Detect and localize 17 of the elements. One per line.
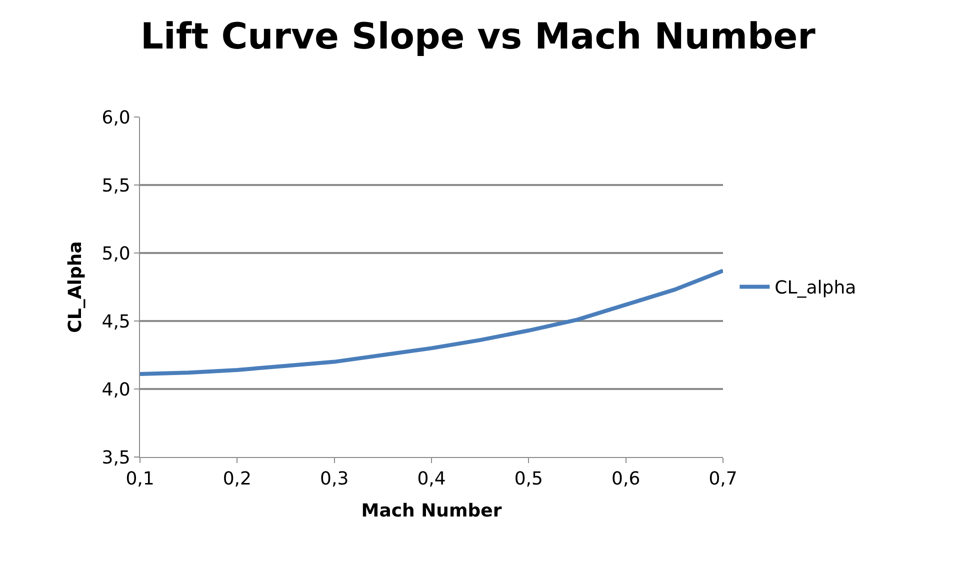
y-tick-label: 6,0 xyxy=(102,107,130,128)
legend-label: CL_alpha xyxy=(774,278,856,299)
x-tick-label: 0,1 xyxy=(126,468,154,490)
x-tick-label: 0,2 xyxy=(222,468,252,490)
x-tick-label: 0,7 xyxy=(708,468,738,490)
chart-title: Lift Curve Slope vs Mach Number xyxy=(140,16,816,58)
y-tick-label: 5,0 xyxy=(102,243,130,264)
x-tick-label: 0,6 xyxy=(612,468,640,490)
y-tick-label: 3,5 xyxy=(102,447,130,468)
x-tick-label: 0,4 xyxy=(417,468,446,490)
y-tick-label: 4,5 xyxy=(102,311,130,332)
x-tick-label: 0,5 xyxy=(514,468,543,490)
y-tick-label: 5,5 xyxy=(102,175,130,196)
y-tick-label: 4,0 xyxy=(102,379,130,400)
x-axis-title: Mach Number xyxy=(361,500,502,522)
y-axis-title: CL_Alpha xyxy=(64,241,86,333)
x-tick-label: 0,3 xyxy=(320,468,349,490)
